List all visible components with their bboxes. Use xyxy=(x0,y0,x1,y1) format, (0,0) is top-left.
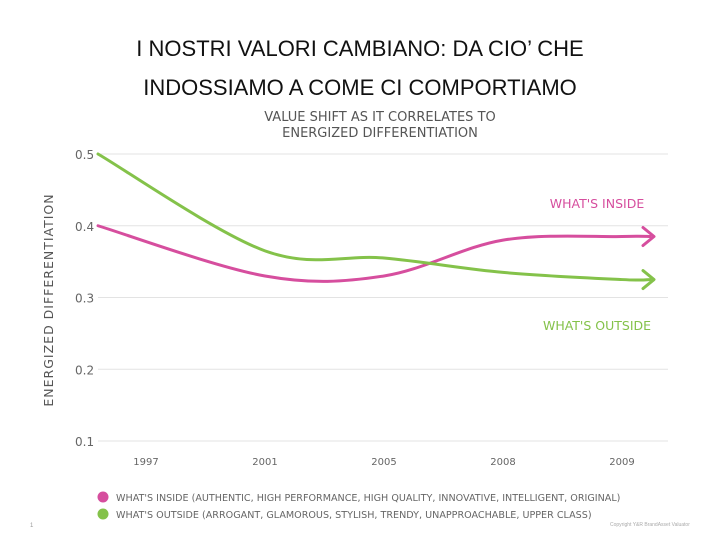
series-label: WHAT'S OUTSIDE xyxy=(543,318,651,333)
x-tick-label: 2005 xyxy=(371,457,396,468)
legend: WHAT'S INSIDE (AUTHENTIC, HIGH PERFORMAN… xyxy=(97,491,620,521)
x-tick-label: 2008 xyxy=(490,457,515,468)
legend-label: WHAT'S INSIDE (AUTHENTIC, HIGH PERFORMAN… xyxy=(116,493,620,504)
x-tick-label: 2009 xyxy=(609,457,634,468)
slide-title-line-1: I NOSTRI VALORI CAMBIANO: DA CIO’ CHE xyxy=(136,36,584,61)
slide-title-line-2: INDOSSIAMO A COME CI COMPORTIAMO xyxy=(143,75,577,100)
series-line xyxy=(96,224,652,283)
x-tick-label: 2001 xyxy=(252,457,277,468)
chart-title-line-1: VALUE SHIFT AS IT CORRELATES TO xyxy=(264,110,496,125)
x-tick-label: 1997 xyxy=(133,457,158,468)
gridlines xyxy=(98,153,668,442)
legend-marker xyxy=(97,491,109,503)
y-tick-label: 0.2 xyxy=(75,363,94,377)
arrow-icon xyxy=(641,226,656,248)
x-tick-labels: 1997 2001 2005 2008 2009 xyxy=(133,457,634,468)
chart-title-line-2: ENERGIZED DIFFERENTIATION xyxy=(282,126,478,141)
legend-marker xyxy=(97,508,109,520)
y-tick-label: 0.3 xyxy=(75,292,94,306)
y-tick-labels: 0.5 0.4 0.3 0.2 0.1 xyxy=(75,148,94,449)
y-tick-label: 0.4 xyxy=(75,220,94,234)
arrow-icon xyxy=(641,269,656,291)
copyright-text: Copyright Y&R BrandAsset Valuator xyxy=(610,522,690,528)
legend-label: WHAT'S OUTSIDE (ARROGANT, GLAMOROUS, STY… xyxy=(116,510,592,521)
y-tick-label: 0.1 xyxy=(75,435,94,449)
series-lines xyxy=(96,152,656,291)
series-label: WHAT'S INSIDE xyxy=(550,196,645,211)
y-axis-label: ENERGIZED DIFFERENTIATION xyxy=(41,193,56,406)
series-line xyxy=(96,152,652,282)
series-labels: WHAT'S INSIDE WHAT'S OUTSIDE xyxy=(543,196,651,333)
y-tick-label: 0.5 xyxy=(75,148,94,162)
page-number: 1 xyxy=(30,523,34,529)
